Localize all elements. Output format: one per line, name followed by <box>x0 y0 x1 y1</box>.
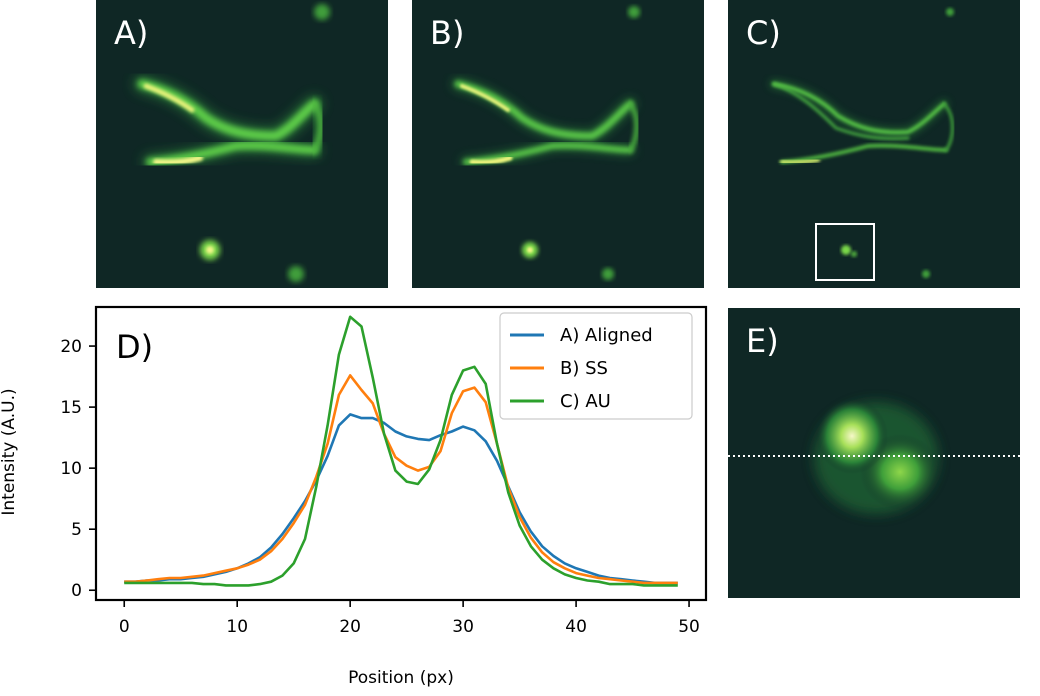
y-tick-label: 0 <box>71 581 82 601</box>
series-line-1 <box>124 413 678 585</box>
micrograph-b: B) <box>412 0 704 288</box>
legend-label-1: A) Aligned <box>560 325 653 346</box>
y-tick-label: 10 <box>60 459 82 479</box>
micrograph-b-image <box>412 0 704 288</box>
x-tick-label: 50 <box>678 617 700 637</box>
x-tick-label: 20 <box>339 617 361 637</box>
panel-label-a: A) <box>114 14 149 52</box>
y-axis-title: Intensity (A.U.) <box>0 388 19 515</box>
chart-legend: A) Aligned B) SS C) AU <box>499 312 693 420</box>
x-tick-label: 0 <box>119 617 130 637</box>
legend-label-3: C) AU <box>560 391 611 412</box>
micrograph-a: A) <box>96 0 388 288</box>
chart-axes-group: 0 10 20 30 40 50 0 5 10 15 20 <box>60 305 708 637</box>
micrograph-a-image <box>96 0 388 288</box>
series-line-2 <box>124 374 678 585</box>
micrograph-e: E) <box>728 308 1020 598</box>
x-tick-label: 30 <box>452 617 474 637</box>
y-tick-label: 5 <box>71 520 82 540</box>
chart-series-group <box>124 315 678 587</box>
micrograph-c-image <box>728 0 1020 288</box>
chart-panel-label: D) <box>116 328 153 366</box>
y-tick-label: 15 <box>60 398 82 418</box>
zoom-region-box <box>815 223 875 281</box>
panel-label-b: B) <box>430 14 465 52</box>
series-line-3 <box>124 315 678 587</box>
panel-label-c: C) <box>746 14 781 52</box>
micrograph-e-image <box>728 308 1020 598</box>
legend-label-2: B) SS <box>560 358 608 379</box>
legend-box <box>499 312 693 420</box>
panel-label-e: E) <box>746 322 779 360</box>
plot-frame <box>94 305 708 602</box>
x-axis-title: Position (px) <box>348 668 454 688</box>
micrograph-c: C) <box>728 0 1020 288</box>
y-tick-label: 20 <box>60 337 82 357</box>
x-tick-label: 10 <box>226 617 248 637</box>
x-tick-label: 40 <box>565 617 587 637</box>
